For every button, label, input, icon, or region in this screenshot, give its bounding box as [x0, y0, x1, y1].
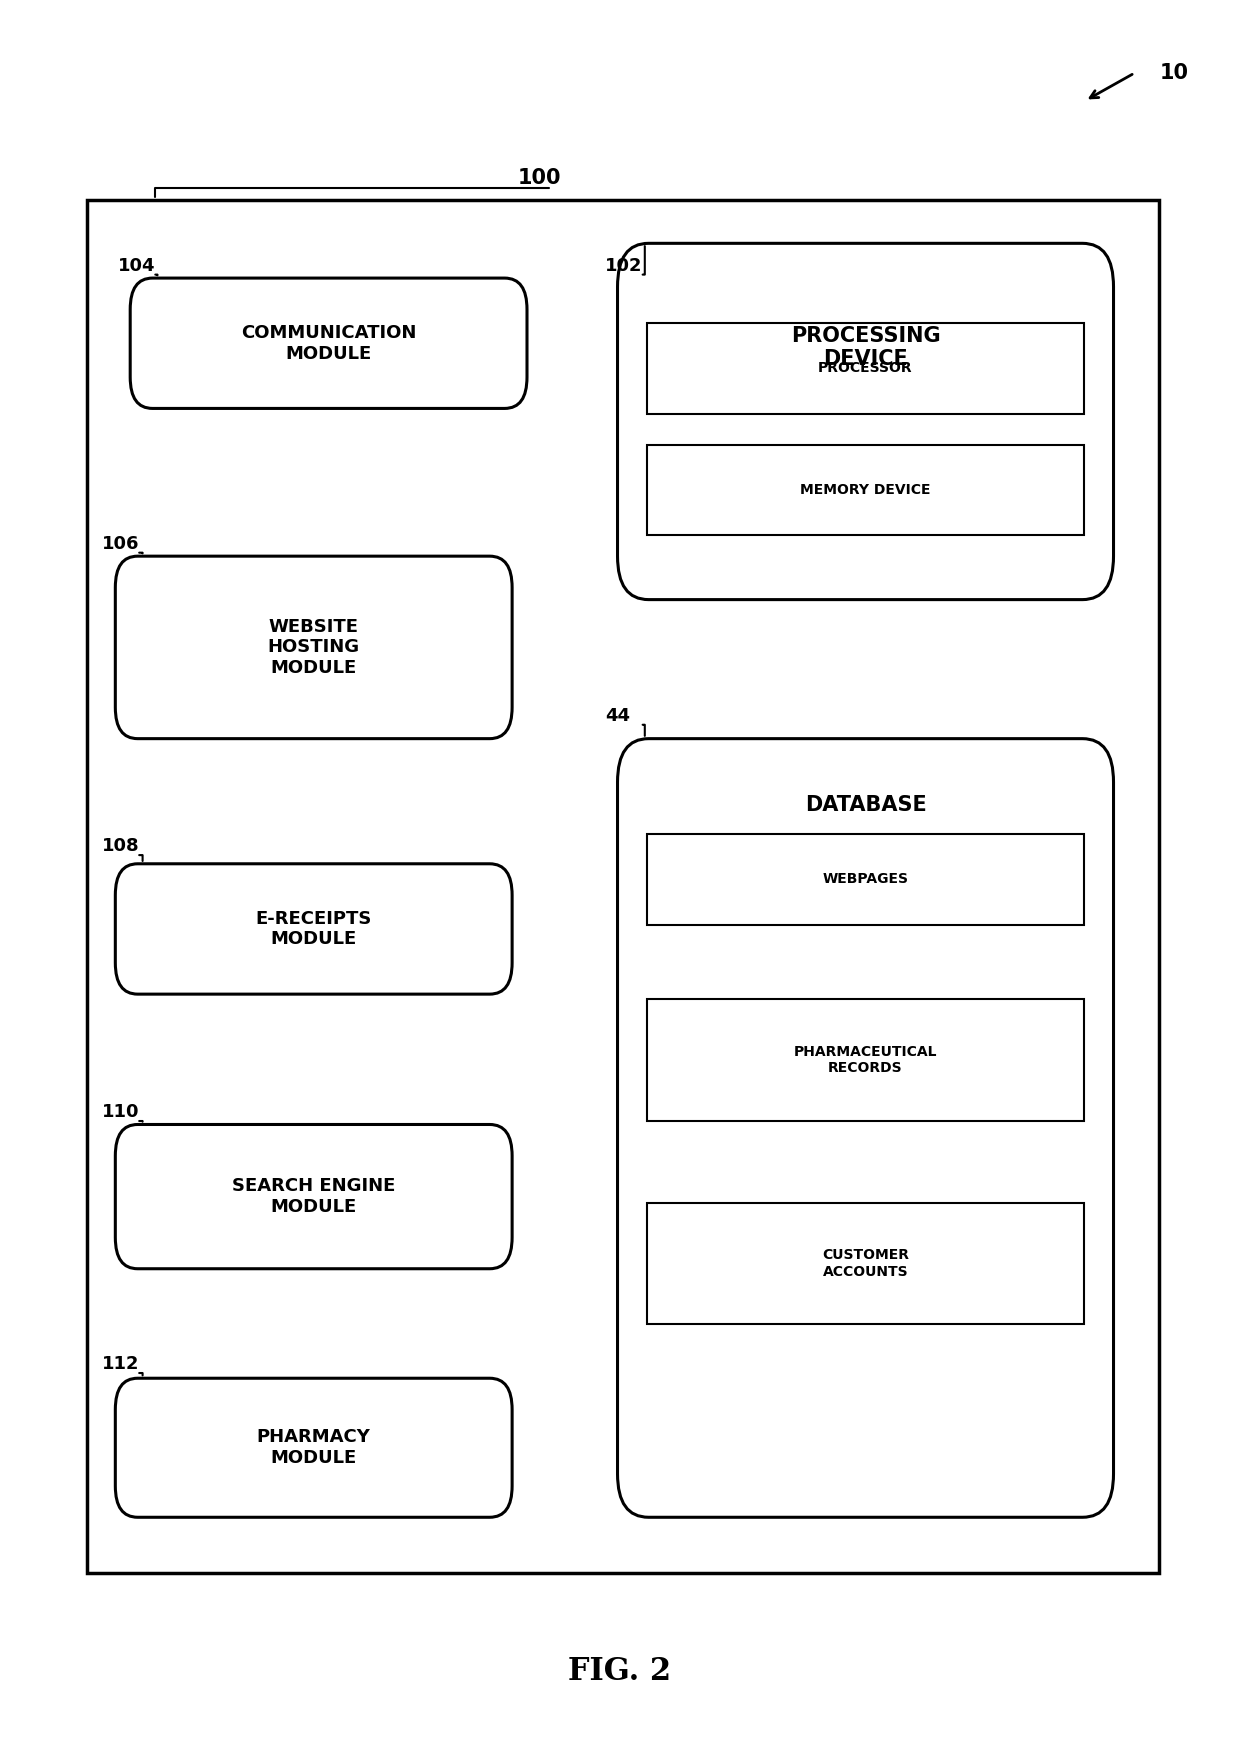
Text: 106: 106 [102, 535, 139, 553]
FancyBboxPatch shape [115, 1378, 512, 1517]
Text: CUSTOMER
ACCOUNTS: CUSTOMER ACCOUNTS [822, 1248, 909, 1279]
Text: DATABASE: DATABASE [805, 794, 926, 815]
Text: E-RECEIPTS
MODULE: E-RECEIPTS MODULE [255, 909, 372, 949]
Text: PROCESSOR: PROCESSOR [818, 362, 913, 375]
Bar [647, 445, 1084, 535]
Text: 104: 104 [118, 257, 155, 275]
Text: COMMUNICATION
MODULE: COMMUNICATION MODULE [241, 323, 417, 363]
Text: PHARMACEUTICAL
RECORDS: PHARMACEUTICAL RECORDS [794, 1045, 937, 1076]
Text: MEMORY DEVICE: MEMORY DEVICE [800, 483, 931, 497]
FancyBboxPatch shape [115, 1124, 512, 1269]
FancyBboxPatch shape [130, 278, 527, 408]
FancyBboxPatch shape [618, 243, 1114, 600]
Text: 102: 102 [605, 257, 642, 275]
Text: 10: 10 [1159, 63, 1188, 83]
Text: 108: 108 [102, 838, 139, 855]
FancyBboxPatch shape [618, 739, 1114, 1517]
Bar [647, 834, 1084, 925]
Text: FIG. 2: FIG. 2 [568, 1656, 672, 1688]
Text: PHARMACY
MODULE: PHARMACY MODULE [257, 1429, 371, 1467]
Bar [647, 323, 1084, 414]
Text: 100: 100 [517, 167, 562, 188]
Text: 44: 44 [605, 707, 630, 725]
Text: 112: 112 [102, 1356, 139, 1373]
Text: PROCESSING
DEVICE: PROCESSING DEVICE [791, 327, 940, 368]
Text: WEBSITE
HOSTING
MODULE: WEBSITE HOSTING MODULE [268, 617, 360, 678]
Bar [87, 200, 1159, 1573]
Text: SEARCH ENGINE
MODULE: SEARCH ENGINE MODULE [232, 1177, 396, 1217]
Text: 110: 110 [102, 1104, 139, 1121]
FancyBboxPatch shape [115, 556, 512, 739]
FancyBboxPatch shape [115, 864, 512, 994]
Bar [647, 1203, 1084, 1324]
Text: WEBPAGES: WEBPAGES [822, 872, 909, 886]
Bar [647, 999, 1084, 1121]
